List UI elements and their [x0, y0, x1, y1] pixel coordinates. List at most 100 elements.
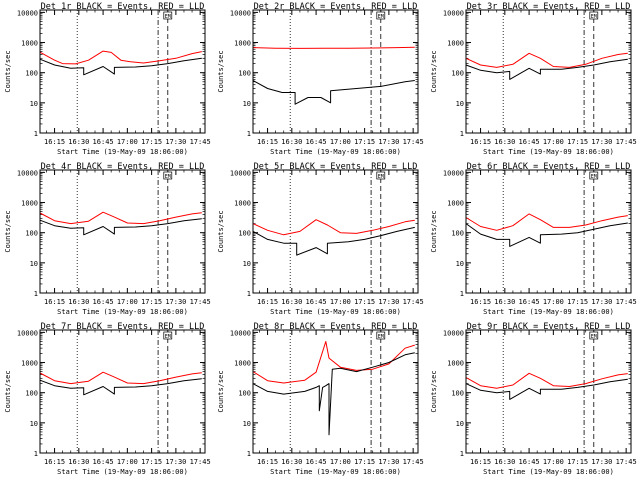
y-tick-label: 10 — [456, 100, 464, 108]
y-axis-label: Counts/sec — [430, 210, 438, 252]
x-tick-label: 17:00 — [330, 138, 351, 146]
x-tick-label: 17:30 — [378, 458, 399, 466]
y-tick-label: 1 — [247, 450, 251, 458]
x-tick-label: 17:30 — [378, 298, 399, 306]
plot-frame — [39, 169, 206, 294]
y-axis-label: Counts/sec — [430, 370, 438, 412]
panel-title: Det 9r BLACK = Events, RED = LLD — [467, 322, 631, 332]
em-marker-label: EM — [378, 334, 384, 340]
x-tick-label: 16:30 — [281, 138, 302, 146]
x-tick-label: 16:45 — [306, 458, 327, 466]
y-tick-label: 100 — [451, 70, 464, 78]
panel-4: Det 4r BLACK = Events, RED = LLD Counts/s… — [4, 162, 211, 316]
em-marker-label: EM — [378, 14, 384, 20]
plot-frame — [465, 169, 632, 294]
em-marker-box — [376, 171, 386, 180]
x-tick-label: 17:45 — [190, 458, 211, 466]
x-axis-label: Start Time (19-May-09 18:06:00) — [57, 308, 188, 316]
y-tick-label: 10 — [243, 100, 251, 108]
x-tick-label: 16:30 — [68, 298, 89, 306]
y-tick-label: 1 — [460, 450, 464, 458]
x-tick-label: 17:00 — [117, 138, 138, 146]
y-tick-label: 100 — [238, 390, 251, 398]
y-tick-label: 10 — [30, 100, 38, 108]
x-tick-label: 17:45 — [190, 298, 211, 306]
panel-title: Det 8r BLACK = Events, RED = LLD — [254, 322, 418, 332]
y-tick-label: 100 — [238, 70, 251, 78]
x-tick-label: 17:00 — [543, 138, 564, 146]
x-axis-label: Start Time (19-May-09 18:06:00) — [483, 148, 614, 156]
lld-series-line — [252, 219, 415, 236]
y-tick-label: 100 — [25, 230, 38, 238]
y-tick-label: 10000 — [443, 169, 464, 177]
em-marker-label: EM — [378, 174, 384, 180]
y-tick-label: 10000 — [230, 169, 251, 177]
x-tick-label: 16:45 — [306, 298, 327, 306]
x-tick-label: 16:45 — [93, 298, 114, 306]
events-series-line — [39, 378, 202, 396]
y-tick-label: 1 — [34, 290, 38, 298]
panel-title: Det 3r BLACK = Events, RED = LLD — [467, 2, 631, 12]
x-tick-label: 16:45 — [93, 138, 114, 146]
y-tick-label: 10 — [30, 260, 38, 268]
y-tick-label: 10000 — [230, 329, 251, 337]
events-series-line — [252, 352, 415, 436]
y-tick-label: 10000 — [17, 169, 38, 177]
x-tick-label: 16:30 — [281, 298, 302, 306]
x-tick-label: 16:45 — [519, 138, 540, 146]
x-tick-label: 17:15 — [141, 298, 162, 306]
y-tick-label: 10 — [30, 420, 38, 428]
em-marker-box — [376, 331, 386, 340]
plot-frame — [39, 329, 206, 454]
y-axis-label: Counts/sec — [4, 210, 12, 252]
x-tick-label: 17:00 — [117, 298, 138, 306]
panel-title: Det 1r BLACK = Events, RED = LLD — [41, 2, 205, 12]
panel-6: Det 6r BLACK = Events, RED = LLD Counts/s… — [430, 162, 637, 316]
panel-3: Det 3r BLACK = Events, RED = LLD Counts/s… — [430, 2, 637, 156]
x-tick-label: 17:00 — [330, 298, 351, 306]
lld-series-line — [39, 50, 202, 65]
plot-frame — [252, 329, 419, 454]
x-tick-label: 17:45 — [403, 458, 424, 466]
y-tick-label: 1 — [460, 290, 464, 298]
x-tick-label: 16:15 — [44, 458, 65, 466]
y-tick-label: 1 — [34, 130, 38, 138]
x-tick-label: 17:15 — [141, 138, 162, 146]
y-tick-label: 1000 — [447, 360, 464, 368]
y-axis-label: Counts/sec — [430, 50, 438, 92]
y-axis-label: Counts/sec — [217, 50, 225, 92]
panel-1: Det 1r BLACK = Events, RED = LLD Counts/s… — [4, 2, 211, 156]
x-tick-label: 17:15 — [354, 298, 375, 306]
x-tick-label: 16:45 — [519, 458, 540, 466]
em-marker-label: EM — [165, 334, 171, 340]
y-tick-label: 1 — [34, 450, 38, 458]
x-tick-label: 16:15 — [257, 458, 278, 466]
x-tick-label: 16:15 — [44, 298, 65, 306]
lld-series-line — [252, 46, 415, 49]
y-axis-label: Counts/sec — [217, 210, 225, 252]
lld-series-line — [39, 211, 202, 225]
y-tick-label: 1 — [460, 130, 464, 138]
panel-title: Det 2r BLACK = Events, RED = LLD — [254, 2, 418, 12]
plot-frame — [39, 9, 206, 134]
x-tick-label: 17:45 — [616, 298, 637, 306]
panel-2: Det 2r BLACK = Events, RED = LLD Counts/s… — [217, 2, 424, 156]
x-tick-label: 16:30 — [494, 298, 515, 306]
x-tick-label: 17:30 — [591, 298, 612, 306]
em-marker-box — [163, 171, 173, 180]
x-tick-label: 17:15 — [354, 458, 375, 466]
x-tick-label: 16:15 — [470, 298, 491, 306]
x-tick-label: 17:45 — [403, 138, 424, 146]
y-tick-label: 1000 — [21, 200, 38, 208]
em-marker-label: EM — [591, 334, 597, 340]
panel-title: Det 5r BLACK = Events, RED = LLD — [254, 162, 418, 172]
plot-frame — [465, 329, 632, 454]
x-tick-label: 17:45 — [616, 138, 637, 146]
x-tick-label: 16:30 — [68, 458, 89, 466]
panel-title: Det 6r BLACK = Events, RED = LLD — [467, 162, 631, 172]
x-tick-label: 17:15 — [567, 458, 588, 466]
em-marker-box — [589, 11, 599, 20]
x-tick-label: 16:45 — [93, 458, 114, 466]
y-tick-label: 100 — [238, 230, 251, 238]
